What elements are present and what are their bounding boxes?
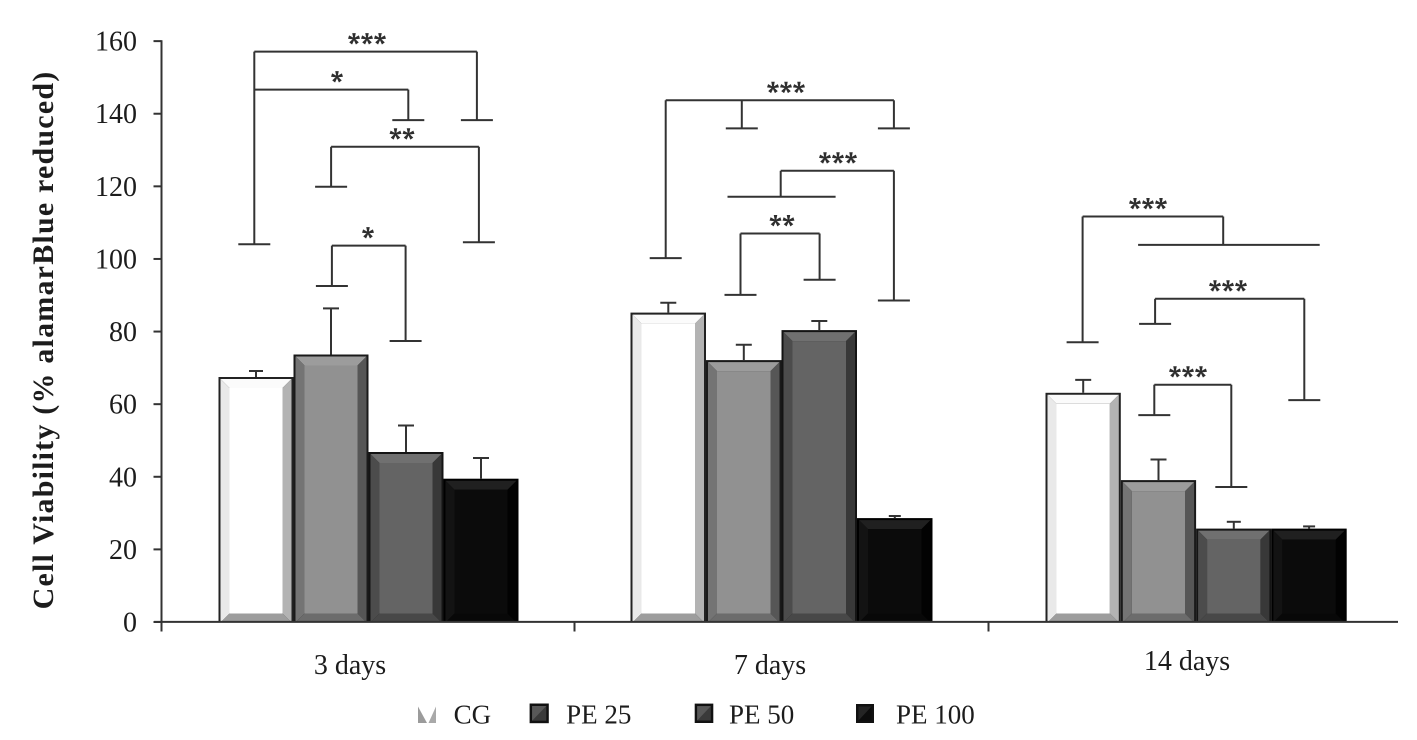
svg-text:PE 25: PE 25 xyxy=(566,700,631,730)
svg-text:60: 60 xyxy=(109,390,137,421)
svg-text:40: 40 xyxy=(109,462,137,493)
svg-text:0: 0 xyxy=(123,608,137,639)
svg-text:120: 120 xyxy=(95,172,137,203)
svg-text:3 days: 3 days xyxy=(314,650,386,681)
svg-text:Cell Viability (% alamarBlue r: Cell Viability (% alamarBlue reduced) xyxy=(27,71,60,610)
svg-text:7 days: 7 days xyxy=(734,650,806,681)
svg-text:100: 100 xyxy=(95,244,137,275)
svg-text:80: 80 xyxy=(109,317,137,348)
svg-text:160: 160 xyxy=(95,27,137,58)
svg-text:PE 50: PE 50 xyxy=(729,700,794,730)
svg-text:PE 100: PE 100 xyxy=(896,700,975,730)
svg-text:20: 20 xyxy=(109,535,137,566)
svg-text:140: 140 xyxy=(95,99,137,130)
svg-text:14 days: 14 days xyxy=(1144,646,1230,677)
svg-text:CG: CG xyxy=(454,700,492,730)
